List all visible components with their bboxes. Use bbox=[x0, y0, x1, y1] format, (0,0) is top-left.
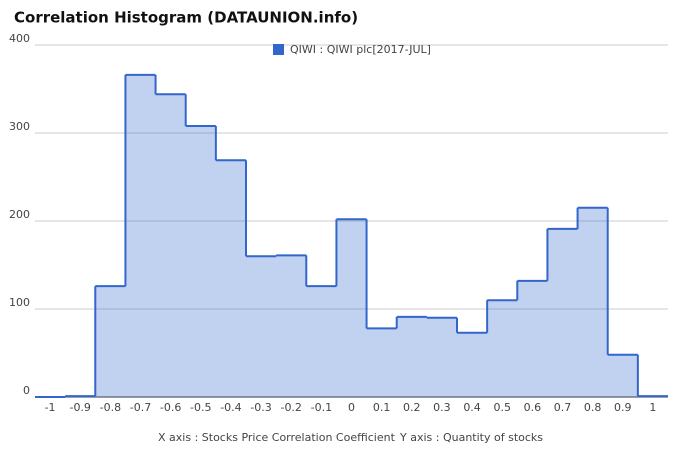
x-tick-label: 0.2 bbox=[403, 401, 421, 414]
x-tick-label: 0.9 bbox=[614, 401, 632, 414]
bar-fill bbox=[155, 94, 186, 397]
x-tick-label: -0.4 bbox=[220, 401, 241, 414]
legend-swatch bbox=[273, 44, 284, 55]
bar-fill bbox=[457, 332, 488, 397]
bar-fill bbox=[95, 286, 126, 397]
bar-fill bbox=[396, 316, 427, 397]
bar-fill bbox=[125, 74, 156, 398]
bar-fill bbox=[517, 280, 548, 397]
bar-fill bbox=[276, 255, 307, 397]
x-tick-label: 0.3 bbox=[433, 401, 451, 414]
x-tick-label: 0.4 bbox=[463, 401, 481, 414]
bar-fill bbox=[306, 286, 337, 397]
x-tick-label: 0.5 bbox=[493, 401, 511, 414]
chart-title: Correlation Histogram (DATAUNION.info) bbox=[14, 9, 358, 27]
x-tick-label: -0.5 bbox=[190, 401, 211, 414]
x-tick-label: 0.1 bbox=[373, 401, 391, 414]
x-tick-label: -0.9 bbox=[69, 401, 90, 414]
y-tick-label: 200 bbox=[9, 208, 30, 221]
x-tick-label: -0.1 bbox=[311, 401, 332, 414]
x-tick-label: -0.2 bbox=[280, 401, 301, 414]
x-tick-label: -0.3 bbox=[250, 401, 271, 414]
y-tick-label: 300 bbox=[9, 120, 30, 133]
y-axis-label: Y axis : Quantity of stocks bbox=[399, 431, 543, 444]
bar-fill bbox=[547, 228, 578, 397]
y-tick-label: 100 bbox=[9, 296, 30, 309]
bar-fill bbox=[366, 328, 397, 397]
x-tick-label: 0.8 bbox=[584, 401, 602, 414]
x-axis-label: X axis : Stocks Price Correlation Coeffi… bbox=[158, 431, 396, 444]
bar-fill bbox=[426, 317, 457, 397]
x-tick-label: 0.7 bbox=[554, 401, 572, 414]
bar-fill bbox=[246, 256, 277, 397]
bar-fill bbox=[607, 354, 638, 397]
legend-label: QIWI : QIWI plc[2017-JUL] bbox=[290, 43, 431, 56]
x-tick-label: 0 bbox=[348, 401, 355, 414]
bar-fill bbox=[336, 219, 367, 397]
x-tick-label: -0.6 bbox=[160, 401, 181, 414]
x-tick-label: -0.8 bbox=[100, 401, 121, 414]
x-tick-label: 1 bbox=[649, 401, 656, 414]
bar-fill bbox=[185, 125, 216, 398]
y-tick-label: 400 bbox=[9, 32, 30, 45]
y-tick-label: 0 bbox=[23, 384, 30, 397]
x-tick-label: 0.6 bbox=[524, 401, 542, 414]
bar-fill bbox=[577, 207, 608, 397]
bar-fill bbox=[215, 160, 246, 397]
x-tick-label: -1 bbox=[45, 401, 56, 414]
x-tick-label: -0.7 bbox=[130, 401, 151, 414]
bar-fill bbox=[487, 300, 518, 397]
